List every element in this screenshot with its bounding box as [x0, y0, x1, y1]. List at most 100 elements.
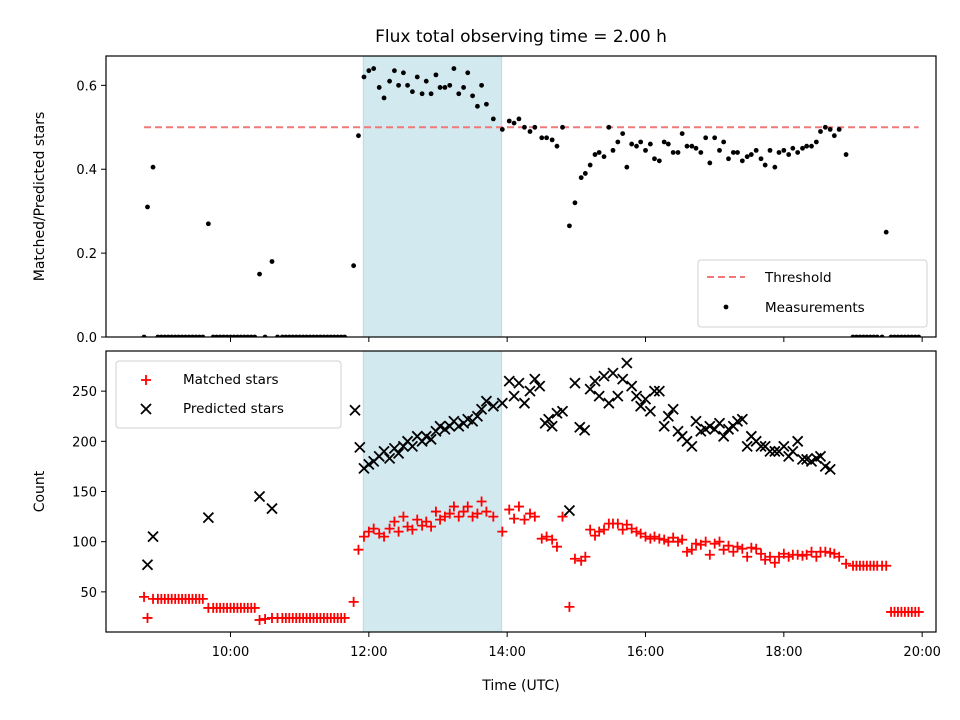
- data-point: [419, 91, 425, 97]
- data-point: [643, 147, 648, 153]
- data-point: [670, 150, 676, 155]
- data-point: [721, 139, 727, 145]
- data-point: [398, 511, 409, 522]
- data-point: [723, 540, 734, 551]
- data-point: [563, 504, 576, 517]
- count-panel: 50 100 150 200 250 10:00 12:00 14:00 16:00 18:00 2…: [32, 350, 941, 660]
- data-point: [748, 152, 754, 157]
- data-point: [661, 139, 667, 145]
- data-point: [601, 154, 607, 160]
- data-point: [811, 551, 822, 562]
- data-point: [713, 417, 726, 429]
- x-axis-label: Time (UTC): [481, 678, 559, 694]
- data-point: [913, 606, 924, 617]
- data-point: [612, 390, 624, 402]
- data-point: [630, 390, 643, 402]
- y-tick-label: 150: [72, 486, 97, 501]
- data-point: [787, 445, 799, 457]
- data-point: [430, 506, 441, 517]
- chart-title: Flux total observing time = 2.00 h: [375, 27, 667, 47]
- ratio-panel: 0.0 0.2 0.4 0.6 Matched/Predicted stars Thres…: [32, 55, 937, 346]
- data-point: [423, 78, 429, 84]
- data-point: [407, 524, 418, 535]
- data-point: [698, 150, 704, 155]
- data-point: [741, 440, 753, 452]
- data-point: [139, 591, 150, 602]
- data-point: [813, 139, 819, 145]
- data-point: [831, 133, 837, 139]
- data-point: [475, 403, 488, 415]
- x-tick-label: 10:00: [212, 645, 249, 660]
- y-tick-label: 0.0: [76, 331, 97, 346]
- data-point: [351, 263, 357, 269]
- x-tick-label: 12:00: [350, 645, 387, 660]
- data-point: [700, 536, 711, 547]
- data-point: [806, 546, 817, 557]
- data-point: [471, 410, 484, 422]
- data-point: [518, 397, 531, 409]
- data-point: [414, 74, 420, 80]
- data-point: [582, 171, 588, 176]
- data-point: [620, 131, 626, 136]
- data-point: [547, 534, 558, 545]
- data-point: [796, 453, 809, 466]
- data-point: [612, 518, 623, 529]
- data-point: [376, 85, 382, 90]
- data-point: [145, 204, 150, 210]
- data-point: [569, 553, 580, 564]
- data-point: [755, 440, 767, 452]
- data-point: [384, 523, 395, 534]
- data-point: [652, 156, 657, 162]
- data-point: [781, 147, 787, 153]
- data-point: [560, 124, 565, 130]
- data-point: [465, 70, 471, 76]
- data-point: [442, 85, 448, 90]
- data-point: [772, 164, 778, 170]
- data-point: [712, 135, 718, 141]
- data-point: [707, 160, 713, 166]
- data-point: [686, 440, 698, 452]
- data-point: [792, 435, 804, 447]
- data-point: [629, 141, 635, 147]
- data-point: [792, 549, 803, 560]
- data-point: [513, 501, 524, 512]
- data-point: [269, 259, 275, 264]
- data-point: [406, 440, 419, 452]
- data-point: [202, 511, 215, 524]
- data-point: [820, 546, 831, 557]
- data-point: [506, 118, 512, 124]
- data-point: [448, 501, 459, 512]
- data-point: [524, 385, 536, 397]
- data-point: [546, 420, 558, 432]
- data-point: [425, 433, 437, 445]
- data-point: [776, 150, 782, 155]
- data-point: [746, 542, 757, 553]
- data-point: [453, 511, 464, 522]
- data-point: [393, 526, 404, 537]
- data-point: [790, 145, 796, 151]
- data-point: [762, 162, 768, 168]
- data-point: [567, 223, 572, 229]
- data-point: [522, 124, 527, 130]
- data-point: [447, 82, 453, 88]
- data-point: [606, 124, 612, 130]
- data-point: [639, 393, 652, 405]
- data-point: [804, 143, 810, 149]
- data-point: [383, 452, 396, 465]
- data-point: [756, 548, 767, 559]
- data-point: [349, 404, 361, 416]
- data-point: [824, 463, 836, 476]
- data-point: [607, 367, 619, 379]
- data-point: [690, 538, 701, 549]
- y-tick-label: 50: [80, 586, 97, 601]
- data-point: [592, 152, 598, 157]
- data-point: [572, 200, 578, 206]
- data-point: [883, 229, 889, 235]
- data-point: [532, 124, 538, 130]
- data-point: [578, 175, 584, 181]
- y-tick-label: 100: [72, 536, 97, 551]
- data-point: [735, 150, 740, 155]
- data-point: [737, 543, 748, 554]
- data-point: [742, 551, 753, 562]
- data-point: [497, 526, 508, 537]
